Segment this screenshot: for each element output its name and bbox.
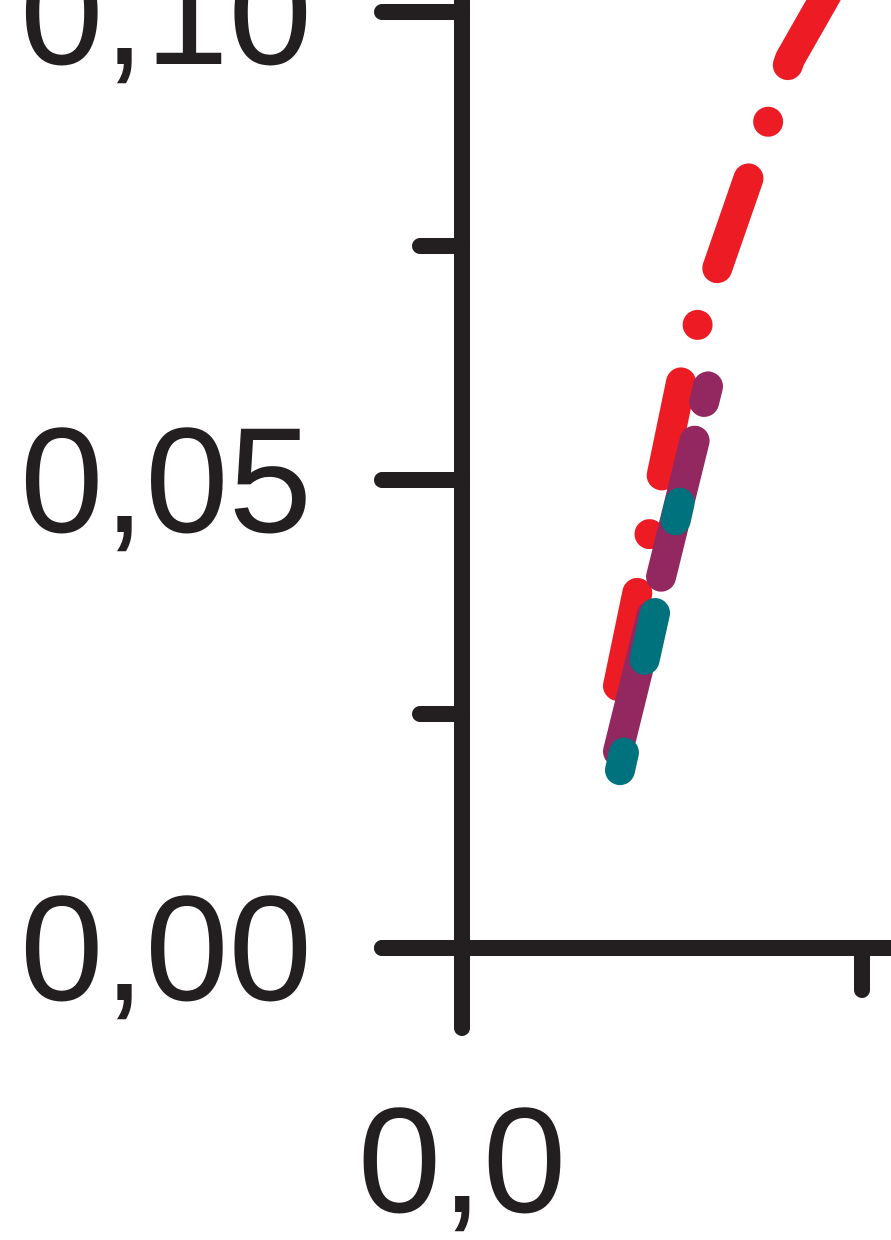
tick-labels: 0,00 0,05 0,10 0,0 bbox=[20, 0, 566, 1240]
y-tick-label-0: 0,00 bbox=[20, 864, 312, 1032]
y-tick-label-1: 0,05 bbox=[20, 396, 312, 564]
axes bbox=[374, 0, 891, 1036]
y-tick-label-2: 0,10 bbox=[20, 0, 312, 96]
series-line-1 bbox=[603, 371, 723, 767]
x-tick-label-0: 0,0 bbox=[358, 1076, 567, 1240]
series-line-2 bbox=[605, 432, 707, 786]
series-layer bbox=[603, 0, 841, 786]
series-line-0 bbox=[603, 0, 841, 701]
